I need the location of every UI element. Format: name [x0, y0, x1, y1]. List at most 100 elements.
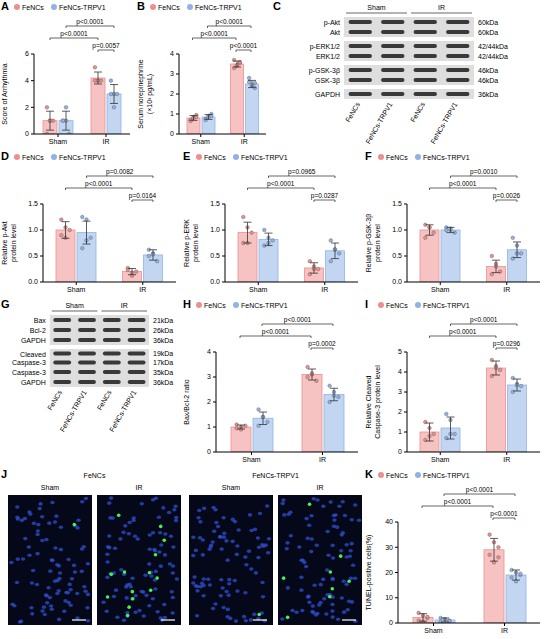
svg-text:FeNCs-TRPV1: FeNCs-TRPV1 [241, 154, 288, 161]
svg-text:1.0: 1.0 [28, 226, 38, 233]
svg-text:FeNCs-TRPV1: FeNCs-TRPV1 [108, 389, 137, 433]
svg-text:IR: IR [438, 4, 445, 11]
svg-text:p=0.0287: p=0.0287 [311, 192, 339, 200]
svg-text:p-Akt: p-Akt [324, 19, 340, 27]
svg-text:p<0.0001: p<0.0001 [267, 180, 295, 188]
svg-text:20: 20 [385, 569, 393, 576]
svg-text:0.5: 0.5 [392, 252, 402, 259]
svg-text:p<0.0001: p<0.0001 [216, 18, 244, 26]
svg-text:0.0: 0.0 [210, 278, 220, 285]
svg-text:p<0.0001: p<0.0001 [284, 316, 312, 324]
svg-text:p=0.0057: p=0.0057 [92, 42, 120, 50]
svg-text:6: 6 [25, 50, 29, 57]
svg-text:Sham: Sham [431, 456, 449, 463]
svg-text:30: 30 [385, 544, 393, 551]
svg-text:FeNCs: FeNCs [386, 154, 408, 161]
svg-text:(×10³ pg/mL): (×10³ pg/mL) [146, 74, 154, 114]
svg-text:46kDa: 46kDa [478, 77, 498, 84]
svg-text:Score of Arrhythmia: Score of Arrhythmia [1, 63, 9, 125]
svg-text:Serum norepinephrine: Serum norepinephrine [137, 59, 145, 128]
svg-text:Akt: Akt [330, 29, 340, 36]
svg-text:p<0.0001: p<0.0001 [60, 30, 88, 38]
svg-text:p<0.0001: p<0.0001 [201, 30, 229, 38]
svg-text:FeNCs: FeNCs [409, 101, 426, 124]
svg-text:FeNCs-TRPV1: FeNCs-TRPV1 [59, 154, 106, 161]
svg-text:Relative Cleaved: Relative Cleaved [365, 375, 372, 428]
svg-text:GAPDH: GAPDH [315, 91, 340, 98]
svg-text:IR: IR [503, 286, 510, 293]
svg-text:0: 0 [25, 130, 29, 137]
svg-text:p<0.0001: p<0.0001 [490, 510, 518, 518]
svg-text:IR: IR [139, 286, 146, 293]
svg-text:10: 10 [385, 594, 393, 601]
svg-text:0.0: 0.0 [28, 278, 38, 285]
svg-text:FeNCs: FeNCs [204, 154, 226, 161]
svg-text:1.0: 1.0 [392, 226, 402, 233]
svg-text:1.0: 1.0 [210, 226, 220, 233]
svg-text:Bax/Bcl-2 ratio: Bax/Bcl-2 ratio [183, 379, 190, 425]
svg-text:IR: IR [501, 627, 508, 634]
svg-text:3: 3 [398, 388, 402, 395]
svg-text:FeNCs-TRPV1: FeNCs-TRPV1 [423, 472, 470, 479]
svg-text:GAPDH: GAPDH [21, 379, 46, 386]
svg-text:FeNCs: FeNCs [84, 472, 106, 479]
svg-text:Relative p-GSK-3β: Relative p-GSK-3β [365, 214, 373, 273]
svg-text:Sham: Sham [367, 4, 385, 11]
svg-text:protein level: protein level [10, 224, 18, 262]
svg-text:p<0.0001: p<0.0001 [449, 328, 477, 336]
svg-text:36kDa: 36kDa [478, 91, 498, 98]
svg-text:Bax: Bax [34, 317, 47, 324]
svg-text:FeNCs-TRPV1: FeNCs-TRPV1 [59, 4, 106, 11]
svg-text:2: 2 [207, 398, 211, 405]
svg-text:Sham: Sham [242, 456, 260, 463]
svg-text:Caspase-3: Caspase-3 [12, 369, 46, 377]
svg-text:40: 40 [385, 518, 393, 525]
svg-text:FeNCs-TRPV1: FeNCs-TRPV1 [58, 389, 87, 433]
svg-text:0: 0 [389, 619, 393, 626]
svg-text:3: 3 [170, 70, 174, 77]
svg-text:p<0.0001: p<0.0001 [444, 498, 472, 506]
svg-text:Bcl-2: Bcl-2 [30, 327, 46, 334]
svg-text:4: 4 [398, 368, 402, 375]
svg-text:FeNCs-TRPV1: FeNCs-TRPV1 [364, 101, 393, 145]
svg-text:IR: IR [103, 138, 110, 145]
svg-text:0: 0 [398, 448, 402, 455]
svg-text:Sham: Sham [41, 484, 59, 491]
svg-text:p=0.0965: p=0.0965 [288, 168, 316, 176]
svg-text:1.5: 1.5 [210, 200, 220, 207]
svg-text:Sham: Sham [249, 286, 267, 293]
svg-text:p=0.0296: p=0.0296 [493, 340, 521, 348]
svg-text:4: 4 [207, 348, 211, 355]
svg-text:IR: IR [321, 286, 328, 293]
svg-text:0.0: 0.0 [392, 278, 402, 285]
svg-text:FeNCs: FeNCs [46, 389, 63, 412]
svg-text:21kDa: 21kDa [153, 317, 173, 324]
svg-text:p=0.0082: p=0.0082 [106, 168, 134, 176]
svg-text:TUNEL-positive cells(%): TUNEL-positive cells(%) [365, 535, 373, 611]
svg-text:17kDa: 17kDa [153, 359, 173, 366]
svg-text:35kDa: 35kDa [153, 369, 173, 376]
svg-text:FeNCs: FeNCs [22, 4, 44, 11]
svg-text:60kDa: 60kDa [478, 29, 498, 36]
svg-text:GAPDH: GAPDH [21, 337, 46, 344]
svg-text:p=0.0164: p=0.0164 [129, 192, 157, 200]
svg-text:Relative p-Akt: Relative p-Akt [1, 221, 9, 265]
svg-text:IR: IR [503, 456, 510, 463]
svg-text:FeNCs-TRPV1: FeNCs-TRPV1 [429, 101, 458, 145]
svg-text:42/44kDa: 42/44kDa [478, 43, 508, 50]
svg-text:26kDa: 26kDa [153, 327, 173, 334]
svg-text:ERK1/2: ERK1/2 [316, 53, 340, 60]
svg-text:2: 2 [398, 408, 402, 415]
svg-text:p<0.0001: p<0.0001 [76, 18, 104, 26]
svg-text:protein level: protein level [192, 224, 200, 262]
svg-text:p=0.0002: p=0.0002 [308, 340, 336, 348]
svg-text:FeNCs-TRPV1: FeNCs-TRPV1 [241, 302, 288, 309]
svg-text:Relative p-ERK: Relative p-ERK [183, 219, 191, 267]
svg-text:1.5: 1.5 [392, 200, 402, 207]
svg-text:protein level: protein level [374, 224, 382, 262]
svg-text:Sham: Sham [65, 302, 83, 309]
svg-text:Sham: Sham [431, 286, 449, 293]
svg-text:IR: IR [121, 302, 128, 309]
svg-text:p=0.0010: p=0.0010 [470, 168, 498, 176]
svg-text:Sham: Sham [49, 138, 67, 145]
